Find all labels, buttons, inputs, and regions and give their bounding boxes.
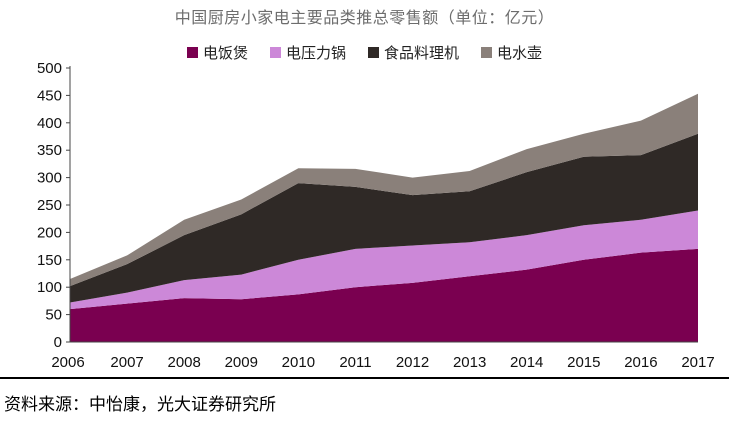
legend-label: 食品料理机 xyxy=(384,44,460,62)
area-series-3 xyxy=(70,93,698,287)
x-tick-label: 2009 xyxy=(225,354,258,371)
source-note: 资料来源：中怡康，光大证券研究所 xyxy=(4,395,276,415)
legend-swatch xyxy=(368,47,379,58)
x-tick-label: 2017 xyxy=(681,354,714,371)
y-tick-label: 500 xyxy=(37,60,62,77)
y-tick-label: 150 xyxy=(37,252,62,269)
legend-label: 电压力锅 xyxy=(285,44,346,62)
y-tick-label: 350 xyxy=(37,142,62,159)
area-series-2 xyxy=(70,133,698,303)
x-tick-label: 2012 xyxy=(396,354,429,371)
y-tick-label: 300 xyxy=(37,170,62,187)
area-series-0 xyxy=(70,248,698,342)
legend-swatch xyxy=(186,47,198,58)
y-tick-label: 200 xyxy=(37,224,62,241)
area-series-1 xyxy=(70,210,698,310)
legend-item: 食品料理机 xyxy=(368,42,459,63)
y-tick-label: 50 xyxy=(45,307,62,324)
x-tick-label: 2010 xyxy=(282,354,315,371)
stacked-area-chart: 0 50 100 150 200 250 300 350 400 450 500 2006 2007 20… xyxy=(37,60,715,371)
x-tick-label: 2006 xyxy=(51,354,84,371)
y-tick-label: 100 xyxy=(37,279,62,296)
y-tick-label: 250 xyxy=(37,197,62,214)
x-tick-label: 2007 xyxy=(110,354,143,371)
x-tick-label: 2014 xyxy=(510,354,543,371)
y-tick-label: 0 xyxy=(54,334,62,351)
legend-item: 电饭煲 xyxy=(186,42,248,63)
legend-swatch xyxy=(269,47,281,58)
source-divider xyxy=(0,377,729,379)
x-tick-label: 2008 xyxy=(167,354,200,371)
legend-item: 电压力锅 xyxy=(269,42,346,63)
legend-item: 电水壶 xyxy=(481,42,542,63)
legend-label: 电饭煲 xyxy=(202,44,248,62)
legend-swatch xyxy=(481,47,493,58)
x-tick-label: 2013 xyxy=(453,354,486,371)
x-tick-label: 2016 xyxy=(624,354,657,371)
x-tick-label: 2011 xyxy=(339,354,371,371)
y-tick-label: 450 xyxy=(37,87,62,104)
legend: 电饭煲 电压力锅 食品料理机 电水壶 xyxy=(0,42,729,63)
legend-label: 电水壶 xyxy=(497,44,543,62)
y-tick-label: 400 xyxy=(37,115,62,132)
chart-title: 中国厨房小家电主要品类推总零售额（单位：亿元） xyxy=(174,8,555,27)
x-tick-label: 2015 xyxy=(567,354,600,371)
